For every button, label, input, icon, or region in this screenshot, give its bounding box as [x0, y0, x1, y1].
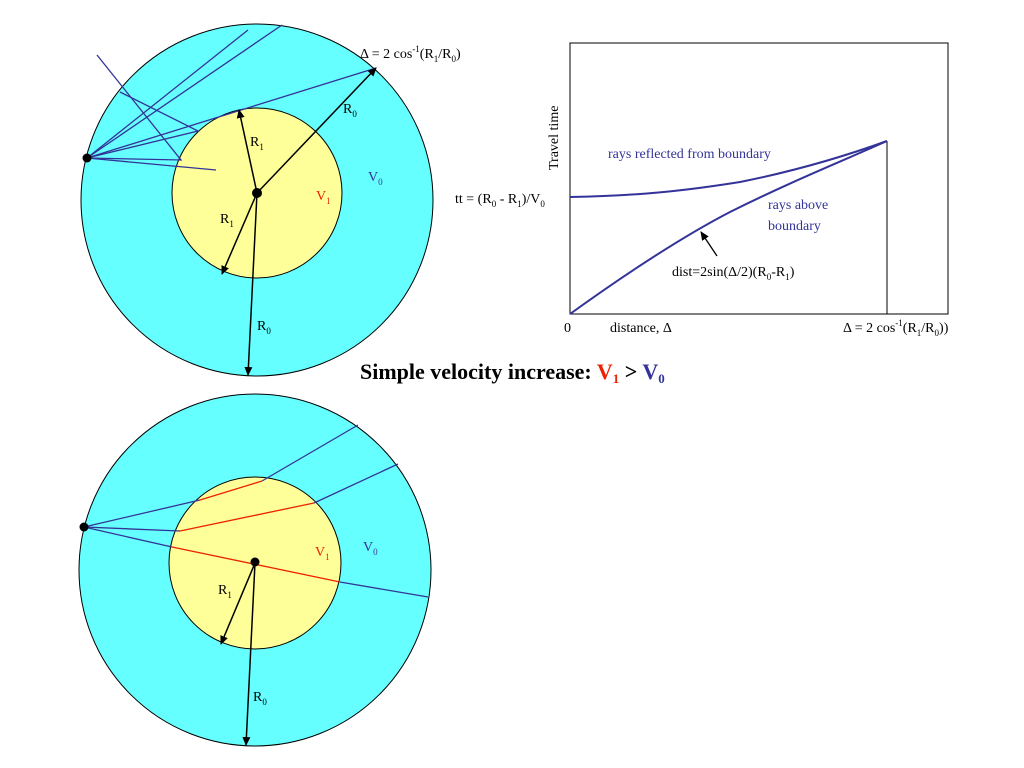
bottom-r0-label: R0 [253, 690, 267, 707]
figure-title: Simple velocity increase: V1 > V0 [360, 359, 665, 386]
top-r1-label-lower: R1 [220, 212, 234, 229]
top-r1-label-upper: R1 [250, 135, 264, 152]
top-center-point [252, 188, 262, 198]
top-v0-label: V0 [368, 170, 383, 187]
graph-xlabel: distance, Δ [610, 321, 672, 336]
graph-frame [569, 42, 949, 315]
top-r0-label-lower: R0 [257, 319, 271, 336]
bottom-v0-label: V0 [363, 540, 378, 557]
bottom-earth-diagram: V1 V0 R1 R0 [78, 393, 432, 747]
top-r0-arrow-upper [256, 67, 377, 194]
bottom-rays [83, 424, 429, 598]
graph-ylabel: Travel time [547, 106, 562, 170]
dist-annotation-arrow [700, 231, 718, 257]
dist-annotation-label: dist=2sin(Δ/2)(R0-R1) [672, 265, 795, 282]
graph-x-zero: 0 [564, 321, 571, 336]
above-boundary-label-line2: boundary [768, 219, 821, 234]
bottom-radius-arrows [220, 562, 256, 746]
bottom-v1-label: V1 [315, 545, 330, 562]
top-r0-label-upper: R0 [343, 102, 357, 119]
bottom-r1-label: R1 [218, 583, 232, 600]
graph-xend-label: Δ = 2 cos-1(R1/R0)) [843, 318, 949, 338]
top-r1-arrow-upper [236, 109, 258, 194]
bottom-r0-arrow [242, 562, 256, 746]
top-source-point [82, 153, 92, 163]
reflected-rays-label: rays reflected from boundary [608, 147, 771, 162]
bottom-center-point [250, 557, 260, 567]
top-r1-arrow-lower [221, 192, 258, 275]
travel-time-graph: Travel time tt = (R0 - R1)/V0 rays refle… [455, 42, 949, 338]
bottom-r1-arrow [220, 562, 256, 645]
graph-tt-label: tt = (R0 - R1)/V0 [455, 192, 545, 209]
top-v1-label: V1 [316, 189, 331, 206]
top-rays [86, 24, 377, 171]
reflected-rays-curve [569, 140, 888, 198]
above-boundary-label-line1: rays above [768, 198, 828, 213]
top-earth-diagram: Δ = 2 cos-1(R1/R0) R0 R1 R1 R0 V1 V0 [80, 23, 461, 377]
above-boundary-curve [569, 140, 888, 315]
bottom-source-point [79, 522, 89, 532]
top-delta-label: Δ = 2 cos-1(R1/R0) [360, 44, 461, 64]
top-r0-arrow-lower [244, 192, 258, 376]
top-radius-arrows [221, 67, 377, 376]
